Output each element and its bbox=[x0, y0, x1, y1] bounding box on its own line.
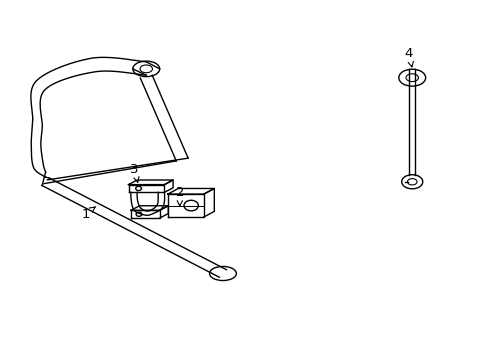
Text: 4: 4 bbox=[404, 47, 412, 67]
Text: 1: 1 bbox=[81, 207, 95, 221]
Text: 2: 2 bbox=[175, 186, 183, 206]
Text: 3: 3 bbox=[130, 163, 139, 182]
